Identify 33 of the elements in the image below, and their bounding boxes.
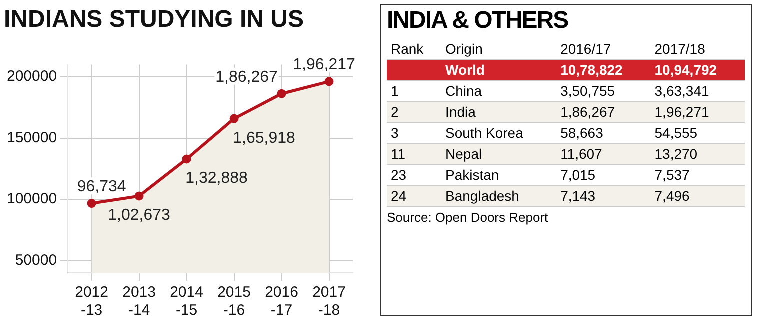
text: 3 South Korea 58,663 54,555 xyxy=(391,125,698,141)
chart-title: INDIANS STUDYING IN US xyxy=(4,6,304,34)
point xyxy=(324,77,334,86)
y-tick-label: 50000 xyxy=(15,252,58,269)
y-tick-label: 150000 xyxy=(6,129,58,146)
point xyxy=(134,192,144,201)
y-tick-label: 200000 xyxy=(6,68,58,86)
x-tick-label: 2012 -13 xyxy=(75,284,108,320)
data-label: 1,65,918 xyxy=(233,130,296,147)
x-tick-label: 2016 -17 xyxy=(265,284,298,320)
text: INDIA & OTHERS xyxy=(387,7,570,35)
x-tick-label: 2017 -18 xyxy=(312,284,346,320)
y-tick-label: 100000 xyxy=(6,190,58,208)
x-tick-label: 2015 -16 xyxy=(218,284,251,320)
point xyxy=(182,154,192,164)
data-label: 1,32,888 xyxy=(186,170,248,188)
text: 1 China 3,50,755 3,63,341 xyxy=(391,83,710,99)
x-tick-label: 2013 -14 xyxy=(122,284,156,320)
point xyxy=(87,199,96,208)
point xyxy=(277,89,286,98)
data-label: 1,02,673 xyxy=(108,207,171,224)
text: 23 Pakistan 7,015 7,537 xyxy=(391,167,690,183)
text: 24 Bangladesh 7,143 7,496 xyxy=(391,188,690,204)
data-label: 1,86,267 xyxy=(216,68,278,86)
point xyxy=(230,114,239,124)
data-label: 96,734 xyxy=(77,178,126,196)
text: 2 India 1,86,267 1,96,271 xyxy=(391,104,710,120)
text: 11 Nepal 11,607 13,270 xyxy=(391,146,698,162)
x-tick-label: 2014 -15 xyxy=(170,284,204,320)
source-note: Source: Open Doors Report xyxy=(387,210,550,225)
text: Rank Origin 2016/17 2017/18 xyxy=(391,41,706,57)
data-label: 1,96,217 xyxy=(293,56,356,74)
text: World 10,78,822 10,94,792 xyxy=(446,62,718,78)
